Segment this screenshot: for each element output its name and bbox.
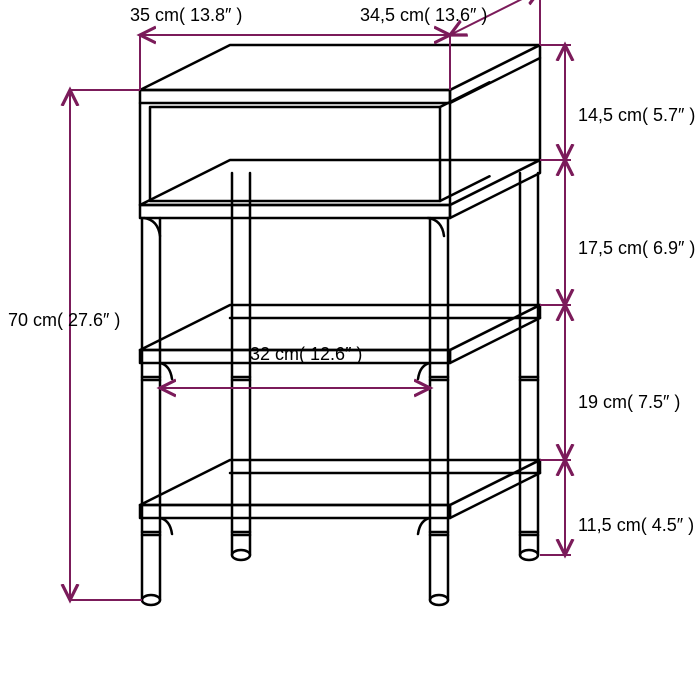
label-height: 70 cm( 27.6″ )	[8, 310, 68, 331]
label-width: 35 cm( 13.8″ )	[130, 5, 242, 26]
label-depth: 34,5 cm( 13.6″ )	[360, 5, 487, 26]
product-outline	[140, 45, 540, 605]
label-inner: 32 cm( 12.6″ )	[250, 344, 362, 365]
label-h-gap1: 17,5 cm( 6.9″ )	[578, 238, 698, 259]
label-h-gap2: 19 cm( 7.5″ )	[578, 392, 698, 413]
label-h-feet: 11,5 cm( 4.5″ )	[578, 515, 698, 536]
label-h-box: 14,5 cm( 5.7″ )	[578, 105, 698, 126]
